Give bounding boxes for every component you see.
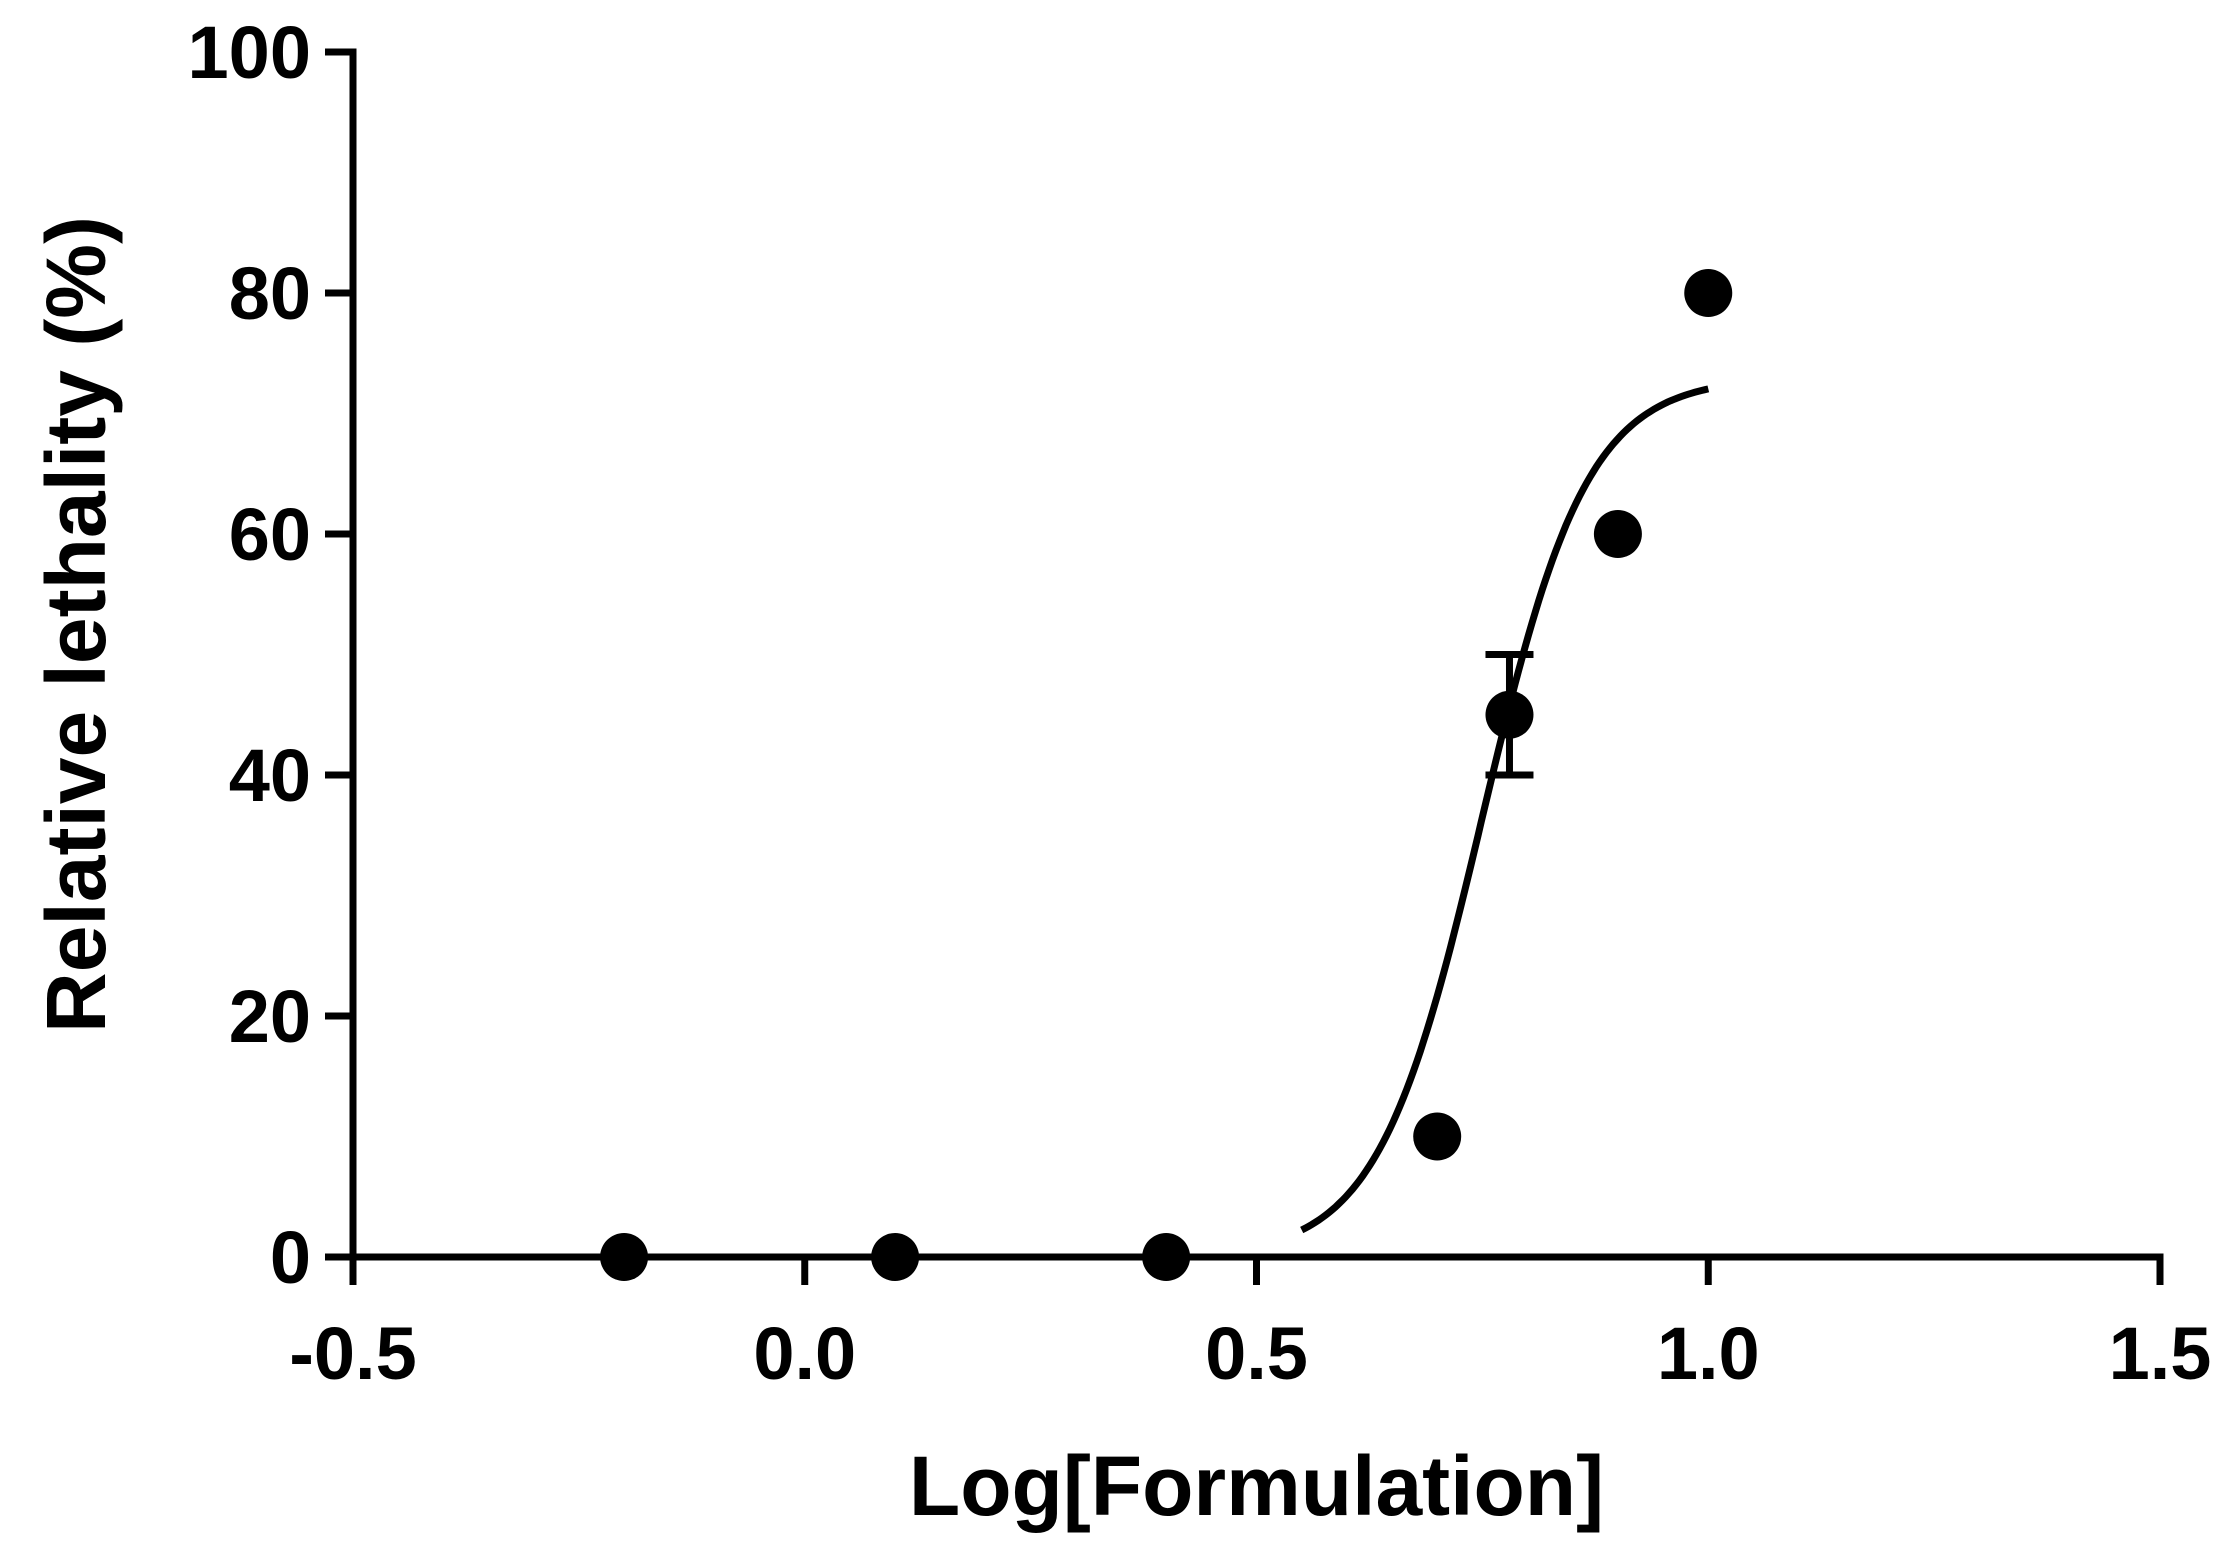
axes <box>349 48 2164 1261</box>
data-point <box>1413 1112 1462 1161</box>
data-point <box>1593 510 1642 558</box>
x-tick-label: 1.5 <box>2109 1312 2212 1395</box>
x-ticks: -0.5 0.0 0.5 1.0 1.5 <box>289 1257 2211 1395</box>
y-tick-label: 0 <box>270 1216 311 1299</box>
data-points <box>600 269 1733 1281</box>
y-axis-title: Relative lethality (%) <box>29 216 123 1033</box>
x-tick-label: 0.5 <box>1205 1312 1308 1395</box>
x-tick-label: 1.0 <box>1657 1312 1760 1395</box>
y-tick-label: 40 <box>229 734 311 817</box>
y-tick-label: 80 <box>229 252 311 335</box>
x-tick-label: -0.5 <box>289 1312 417 1395</box>
fit-curve <box>1300 385 1710 1234</box>
data-point <box>1142 1233 1191 1281</box>
x-axis-title: Log[Formulation] <box>909 1439 1604 1533</box>
x-tick-label: 0.0 <box>753 1312 856 1395</box>
data-point <box>600 1233 649 1281</box>
y-tick-label: 20 <box>229 975 311 1058</box>
data-point <box>871 1233 920 1281</box>
data-point <box>1684 269 1733 317</box>
y-tick-label: 60 <box>229 493 311 576</box>
y-tick-label: 100 <box>188 11 311 94</box>
data-point <box>1485 690 1534 739</box>
y-ticks: 0 20 40 60 80 100 <box>188 11 353 1299</box>
